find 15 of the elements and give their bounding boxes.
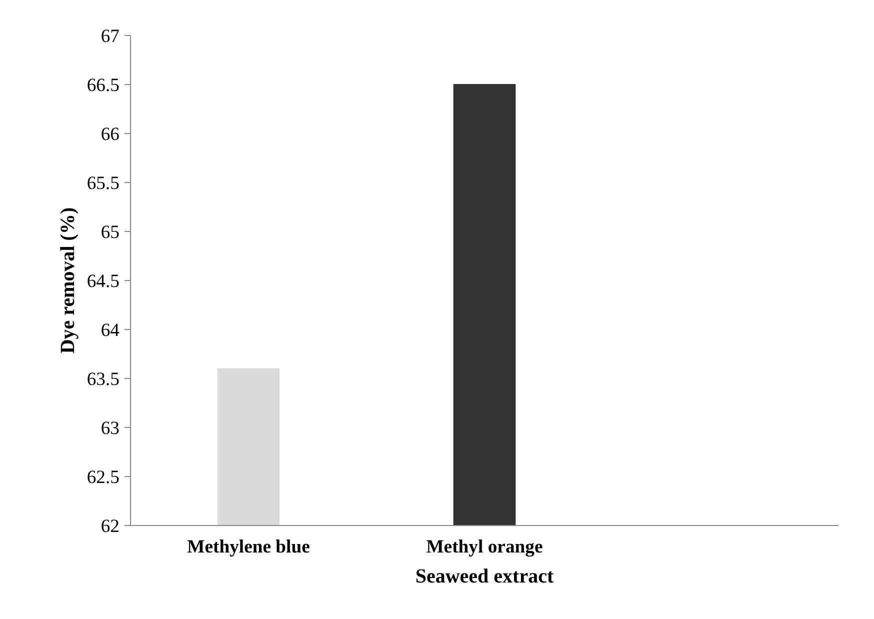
y-tick-label: 66.5 xyxy=(86,75,120,96)
x-tick-label: Methylene blue xyxy=(187,536,310,558)
y-tick-label: 63 xyxy=(100,418,120,439)
y-tick-label: 65.5 xyxy=(86,173,120,194)
y-tick-label: 63.5 xyxy=(86,369,120,390)
x-tick-label: Methyl orange xyxy=(426,536,543,558)
y-tick-label: 62 xyxy=(100,516,120,537)
y-tick-label: 67 xyxy=(100,26,120,47)
x-axis-title: Seaweed extract xyxy=(415,566,554,588)
y-tick-label: 66 xyxy=(100,124,120,145)
y-tick-label: 65 xyxy=(100,222,120,243)
y-tick-label: 64 xyxy=(100,320,120,341)
y-tick-label: 64.5 xyxy=(86,271,120,292)
y-tick-label: 62.5 xyxy=(86,467,120,488)
y-axis-title: Dye removal (%) xyxy=(56,207,79,354)
